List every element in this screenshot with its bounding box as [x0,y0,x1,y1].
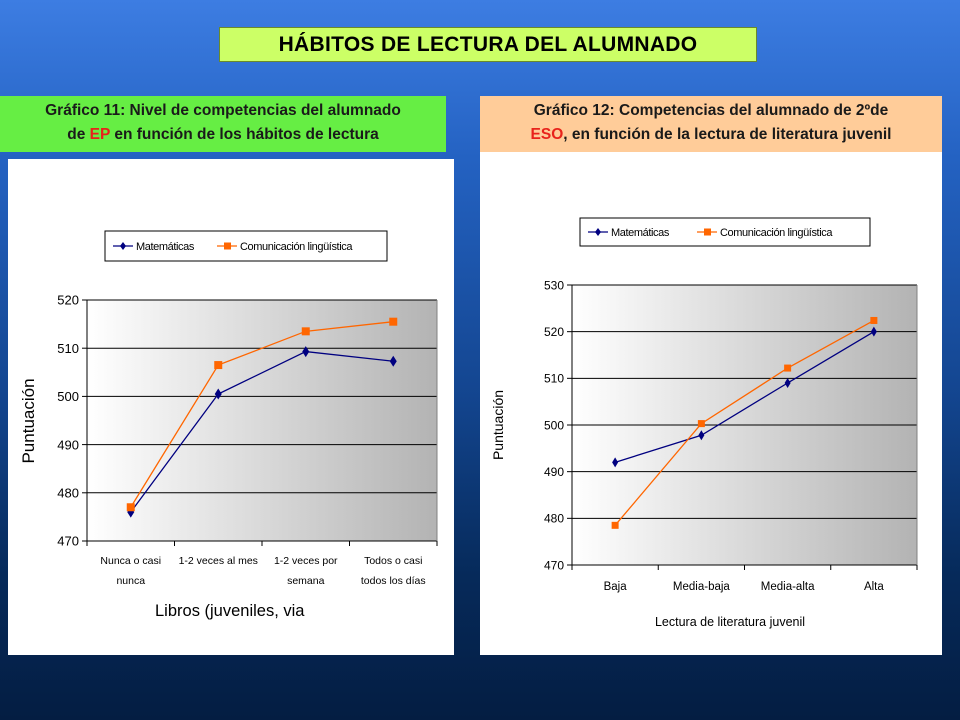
chart1-caption-highlight: EP [89,126,111,143]
legend-label-comunicacion: Comunicación lingüística [720,227,833,239]
x-tick-label-line: nunca [116,575,145,587]
y-tick-label: 520 [57,293,79,308]
point-comunicacion [126,503,135,512]
x-tick-label-line: Media-alta [761,581,815,593]
point-comunicacion [697,420,705,428]
point-comunicacion [870,316,878,324]
x-tick-label: 1-2 veces al mes [179,555,258,567]
legend-label-comunicacion: Comunicación lingüística [240,241,353,253]
chart1-plot-area [87,300,437,541]
chart1-caption-suffix: en función de los hábitos de lectura [110,126,379,143]
y-tick-label: 470 [57,534,79,549]
point-comunicacion [784,364,792,372]
point-comunicacion [389,317,398,326]
chart2-panel: 470 480 490 500 510 520 530 Baja Media-baja Media… [480,152,942,655]
point-matematicas [784,378,791,388]
x-axis-title: Lectura de literatura juvenil [655,615,805,629]
y-tick-label: 510 [57,341,79,356]
x-tick-label-line: 1-2 veces por [274,555,338,567]
y-tick-label: 490 [57,437,79,452]
chart2-caption-highlight: ESO [530,126,564,143]
x-tick-label-line: Todos o casi [364,555,422,567]
chart2-caption-suffix: , en función de la lectura de literatura… [563,126,892,143]
legend-label-matematicas: Matemáticas [611,227,670,239]
point-comunicacion [611,521,619,529]
legend-marker-comunicacion [224,242,231,250]
x-tick-label-line: Alta [864,581,884,593]
page-title: HÁBITOS DE LECTURA DEL ALUMNADO [219,27,757,62]
x-tick-label-line: 1-2 veces al mes [179,555,258,567]
chart1-caption-line1: Gráfico 11: Nivel de competencias del al… [45,102,401,119]
legend-marker-matematicas [595,228,601,236]
y-tick-label: 480 [544,512,564,526]
series-line-comunicacion [614,319,875,526]
chart2-caption-line1: Gráfico 12: Competencias del alumnado de… [533,102,889,119]
x-tick-label-line: semana [287,575,325,587]
x-tick-label-line: Nunca o casi [100,555,161,567]
y-tick-label: 500 [57,389,79,404]
y-tick-label: 480 [57,485,79,500]
legend-marker-matematicas [120,242,126,250]
y-tick-label: 470 [544,558,564,572]
chart1-svg: 470 480 490 500 510 520 Nunca o casi nunca 1-2 v… [19,230,438,620]
x-tick-label: Todos o casi todos los días [361,555,426,587]
y-tick-label: 490 [544,465,564,479]
point-matematicas [870,326,877,337]
chart1-caption-prefix: de [67,126,90,143]
chart2-caption-line2: ESO, en función de la lectura de literat… [480,123,942,147]
series-line-matematicas [130,350,394,513]
x-tick-label-line: Baja [604,581,628,593]
y-axis-title: Puntuación [19,378,38,463]
x-axis-title: Libros (juveniles, via [155,602,305,620]
x-tick-label: 1-2 veces por semana [274,555,338,587]
chart2-caption: Gráfico 12: Competencias del alumnado de… [480,96,942,152]
point-matematicas [389,355,397,367]
y-tick-label: 530 [544,278,564,292]
point-matematicas [302,346,310,358]
point-matematicas [214,388,222,400]
chart2-svg: 470 480 490 500 510 520 530 Baja Media-baja Media… [490,217,918,629]
x-tick-label-line: Media-baja [673,581,730,593]
y-tick-label: 500 [544,418,564,432]
x-tick-label-line: todos los días [361,575,426,587]
point-matematicas [698,430,705,441]
series-line-matematicas [614,331,875,463]
x-tick-label: Media-baja [673,581,730,593]
x-tick-label: Nunca o casi nunca [100,555,161,587]
chart1-panel: 470 480 490 500 510 520 Nunca o casi nunca 1-2 v… [8,159,454,655]
x-tick-label: Alta [864,581,884,593]
point-comunicacion [301,327,310,336]
chart1-caption: Gráfico 11: Nivel de competencias del al… [0,96,446,152]
y-tick-label: 510 [544,372,564,386]
legend-box [104,230,388,262]
y-tick-label: 520 [544,325,564,339]
legend-marker-comunicacion [704,228,711,236]
point-matematicas [612,457,619,468]
y-axis-title: Puntuación [490,390,506,460]
x-tick-label: Baja [604,581,628,593]
chart1-caption-line2: de EP en función de los hábitos de lectu… [0,123,446,147]
legend-label-matematicas: Matemáticas [136,241,195,253]
x-tick-label: Media-alta [761,581,815,593]
legend-box [579,217,871,247]
point-comunicacion [214,361,223,370]
series-line-comunicacion [130,321,394,508]
